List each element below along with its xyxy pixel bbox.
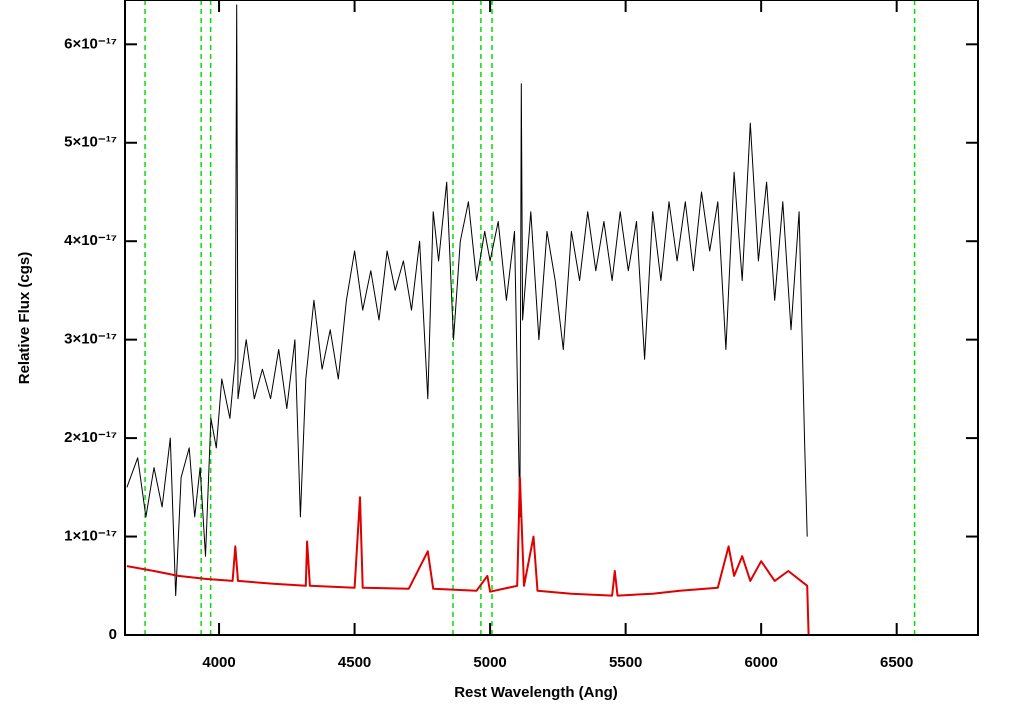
x-tick-label: 5000 [473,654,506,671]
x-tick-label: 5500 [609,654,642,671]
spectrum-line [126,476,978,636]
y-tick-label: 2×10⁻¹⁷ [64,429,117,446]
plot-frame [124,0,979,636]
y-axis-label: Relative Flux (cgs) [16,252,33,385]
y-tick-label: 6×10⁻¹⁷ [64,35,117,52]
x-tick-label: 4000 [202,654,235,671]
x-axis-label: Rest Wavelength (Ang) [454,684,618,701]
y-tick-label: 5×10⁻¹⁷ [64,134,117,151]
x-tick-label: 6000 [744,654,777,671]
y-tick-label: 0 [109,626,117,643]
y-tick-label: 4×10⁻¹⁷ [64,232,117,249]
spectrum-line [126,4,808,597]
x-tick-label: 6500 [880,654,913,671]
y-tick-label: 1×10⁻¹⁷ [64,528,117,545]
y-tick-label: 3×10⁻¹⁷ [64,331,117,348]
x-tick-label: 4500 [338,654,371,671]
